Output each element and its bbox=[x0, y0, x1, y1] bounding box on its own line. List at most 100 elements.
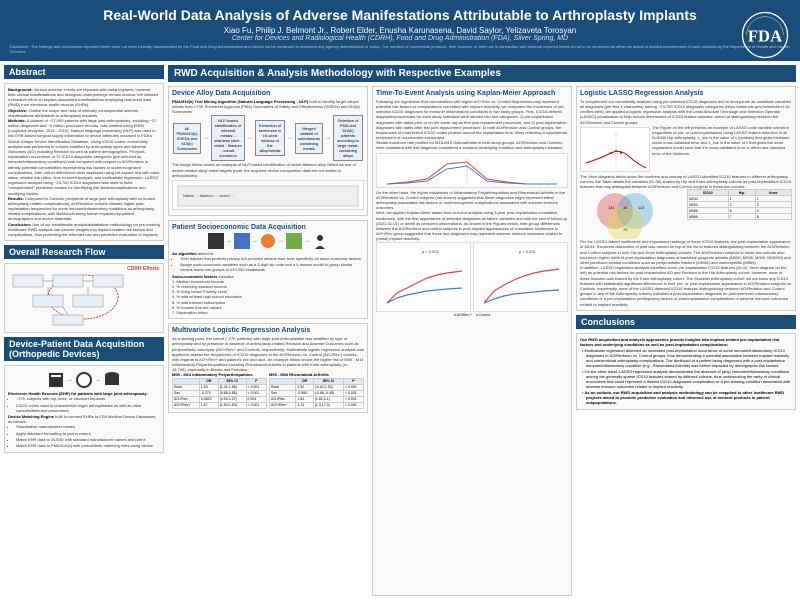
flow-diagram-icon bbox=[8, 267, 160, 327]
alloy-f3: Extraction of sentences in ±5-word windo… bbox=[255, 120, 285, 156]
arrow-icon: → bbox=[226, 238, 232, 244]
km-p3: On the other hand, the higher incidences… bbox=[376, 190, 568, 211]
ehr-b1: ~27K subjects with hip, knee, or shoulde… bbox=[16, 396, 160, 401]
flow-panel: CDRH Efforts bbox=[4, 263, 164, 333]
nlp-example-chart: Nitinol ... titanium ... nickel ... bbox=[172, 180, 364, 210]
svg-text:FDA: FDA bbox=[748, 27, 782, 46]
res-text: Compared to Controls (recipients of larg… bbox=[8, 196, 155, 222]
arrow-icon: → bbox=[67, 377, 73, 383]
device-data-title: Device-Patient Data Acquisition (Orthope… bbox=[4, 337, 164, 361]
meth-text: A dataset of ~27,000 patients with large… bbox=[8, 118, 159, 196]
arrow-icon: → bbox=[252, 238, 258, 244]
flow-title: Overall Research Flow bbox=[4, 245, 164, 259]
cdrh-label: CDRH Efforts bbox=[127, 266, 159, 272]
ehr-bullets: ~27K subjects with hip, knee, or shoulde… bbox=[8, 396, 160, 413]
a-b2: Assign socio-economic variables such as … bbox=[180, 262, 364, 272]
alloy-flow: All PMA/510(k) SSEDs and 510(k) Summarie… bbox=[172, 114, 364, 162]
alloy-f2: NLP-based identification of relevant met… bbox=[211, 115, 245, 161]
disclaimer: Disclaimer: The findings and conclusions… bbox=[10, 45, 790, 55]
algo-bullets: Yield dataset that protects privacy but … bbox=[172, 256, 364, 273]
m-b4: Match EHR data to PMA/510(k) with probab… bbox=[16, 443, 160, 448]
lasso-fig-cap: The Figure on the left presents an examp… bbox=[652, 125, 792, 156]
column-2: Device Alloy Data Acquisition PMA/510(k)… bbox=[168, 86, 368, 596]
person-icon bbox=[312, 233, 328, 249]
alloy-f6: Selection of PMA and 510(k) patients acc… bbox=[333, 115, 363, 161]
conc-b1: • Multivariate regression detected an in… bbox=[580, 348, 792, 368]
km-curve-2: p < 0.001 bbox=[473, 242, 568, 312]
mlr-table-1: OR95% CIP Race1.53(1.41-1.65)< 0.001 Sex… bbox=[172, 378, 267, 409]
socio-panel: Patient Socioeconomic Data Acquisition →… bbox=[168, 220, 368, 319]
km-p2: Similar incidence rate profiles for M15-… bbox=[376, 140, 568, 150]
svg-text:Nitinol ... titanium ... nicke: Nitinol ... titanium ... nickel ... bbox=[183, 193, 234, 198]
conc-intro: Our RWD acquisition and analysis approac… bbox=[580, 337, 780, 347]
column-4: Logistic LASSO Regression Analysis To co… bbox=[576, 86, 796, 596]
alloy-f1: All PMA/510(k) SSEDs and 510(k) Summarie… bbox=[173, 123, 201, 154]
a-b1: Yield dataset that protects privacy but … bbox=[180, 256, 364, 261]
conc-b3: • As an outlook, our RWD acquisition and… bbox=[580, 390, 792, 405]
merge-icon bbox=[286, 233, 302, 249]
alloy-panel: Device Alloy Data Acquisition PMA/510(k)… bbox=[168, 86, 368, 216]
right-block: RWD Acquisition & Analysis Methodology w… bbox=[168, 65, 796, 596]
zip-icon bbox=[260, 233, 276, 249]
lasso-panel: Logistic LASSO Regression Analysis To co… bbox=[576, 86, 796, 311]
arrow-icon: → bbox=[247, 135, 253, 141]
incidence-chart bbox=[376, 153, 568, 188]
arrow-icon: → bbox=[278, 238, 284, 244]
km-legend: ■ AO/Rev + ■ Control bbox=[376, 313, 568, 317]
abstract-panel: Background: Various adverse events are r… bbox=[4, 83, 164, 241]
authors: Xiao Fu, Philip J. Belmont Jr., Robert E… bbox=[10, 26, 790, 35]
conclusions-title: Conclusions bbox=[576, 315, 796, 329]
alloy-title: Device Alloy Data Acquisition bbox=[172, 90, 364, 97]
svg-text:131: 131 bbox=[608, 205, 615, 210]
arrow-icon: → bbox=[304, 238, 310, 244]
t1-title: M05 - M14 Inflammatory Polyarthropathies bbox=[172, 372, 252, 377]
arrow-icon: → bbox=[325, 135, 331, 141]
column-3: Time-To-Event Analysis using Kaplan-Meie… bbox=[372, 86, 572, 596]
svg-text:72: 72 bbox=[623, 227, 628, 232]
m-b3: Match EHR data to GUDID with standard ma… bbox=[16, 437, 160, 442]
lasso-cv-chart bbox=[580, 127, 650, 172]
svg-text:36: 36 bbox=[623, 205, 628, 210]
server-icon bbox=[47, 371, 65, 389]
leg-ao: AO/Rev + bbox=[457, 313, 472, 317]
conclusions-panel: Our RWD acquisition and analysis approac… bbox=[576, 333, 796, 410]
mlr-table-2: OR95% CIP Race1.32(-0.62,1.52)< 0.001 Se… bbox=[269, 378, 364, 409]
arrow-icon: → bbox=[95, 377, 101, 383]
rwd-title: RWD Acquisition & Analysis Methodology w… bbox=[168, 65, 796, 82]
mlr-panel: Multivariate Logistic Regression Analysi… bbox=[168, 323, 368, 413]
se-label: Socio-economic factors bbox=[172, 274, 217, 279]
alloy-caption: The image below shows an example of NLP-… bbox=[172, 162, 364, 178]
alloy-f4: Merged dataset of submissions containing… bbox=[295, 123, 323, 154]
device-data-panel: → → Electronic Health Records (EHR) for … bbox=[4, 365, 164, 453]
km-panel: Time-To-Event Analysis using Kaplan-Meie… bbox=[372, 86, 572, 596]
pval-label: p < 0.001 bbox=[519, 249, 537, 254]
lasso-mini-table: ICD10HipKnee M24411 M00023 M96654 M86978 bbox=[687, 189, 792, 239]
lasso-title: Logistic LASSO Regression Analysis bbox=[580, 90, 792, 97]
affiliation: Center for Devices and Radiological Heal… bbox=[10, 35, 790, 42]
abstract-title: Abstract bbox=[4, 65, 164, 79]
socio-icons: → → → → bbox=[172, 233, 364, 249]
ehr-b2: ICD10 codes used to characterize target … bbox=[16, 403, 160, 413]
arrow-icon: → bbox=[287, 135, 293, 141]
conc-text: Use of our transferable analytical/stati… bbox=[8, 222, 160, 237]
poster-header: Real-World Data Analysis of Adverse Mani… bbox=[0, 0, 800, 61]
m-b2: Apply standard formatting to part number… bbox=[16, 431, 160, 436]
lasso-p3: Per the LASSO-based coefficients and imp… bbox=[580, 239, 792, 265]
fda-logo-icon: FDA bbox=[740, 10, 790, 60]
km-p4: Next, we applied Kaplan-Meier based time… bbox=[376, 210, 568, 241]
lasso-p1: To complement our comorbidity analysis u… bbox=[580, 99, 792, 125]
socio-title: Patient Socioeconomic Data Acquisition bbox=[172, 224, 364, 231]
payer-icon bbox=[208, 233, 224, 249]
se-6: 7. Deprivation Index bbox=[172, 310, 364, 315]
se-suffix: included: bbox=[217, 274, 234, 279]
poster-title: Real-World Data Analysis of Adverse Mani… bbox=[10, 6, 790, 24]
lasso-p4: In addition, LASSO regression analysis i… bbox=[580, 265, 792, 307]
conc-b2: • On the other hand, LASSO regression an… bbox=[580, 369, 792, 389]
mlr-title: Multivariate Logistic Regression Analysi… bbox=[172, 327, 364, 334]
census-icon bbox=[234, 233, 250, 249]
se-list: 1. Median Household Income 2. % receivin… bbox=[172, 279, 364, 315]
mlr-intro: As a starting point, the cohort (~27K pa… bbox=[172, 336, 364, 372]
leg-ctrl: Control bbox=[479, 313, 490, 317]
svg-text:113: 113 bbox=[638, 205, 645, 210]
pval-label: p < 0.001 bbox=[422, 249, 440, 254]
